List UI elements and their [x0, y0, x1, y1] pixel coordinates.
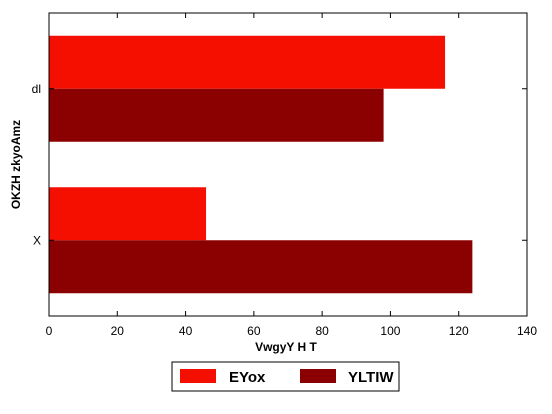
bar-yltiw-x [49, 240, 473, 294]
legend: EYox YLTIW [171, 361, 400, 392]
bar-eyox-dl [49, 35, 446, 89]
y-axis-ticks: dl X [32, 82, 527, 247]
x-tick-label-80: 80 [315, 324, 329, 338]
y-tick-label-x: X [33, 233, 41, 247]
x-tick-label-0: 0 [46, 324, 53, 338]
x-tick-label-60: 60 [247, 324, 261, 338]
plot-frame [48, 12, 528, 317]
legend-swatch-eyox [180, 369, 216, 383]
y-tick-label-dl: dl [32, 82, 41, 96]
legend-label-eyox: EYox [229, 369, 266, 386]
x-tick-label-100: 100 [380, 324, 400, 338]
bars-group [49, 35, 473, 294]
x-tick-label-20: 20 [111, 324, 125, 338]
x-tick-label-140: 140 [517, 324, 537, 338]
legend-label-yltiw: YLTIW [348, 369, 394, 386]
bar-eyox-x [49, 187, 207, 241]
x-tick-label-120: 120 [449, 324, 469, 338]
x-tick-label-40: 40 [179, 324, 193, 338]
bar-yltiw-dl [49, 88, 384, 142]
x-axis-ticks: 0 20 40 60 80 100 120 140 [46, 13, 537, 338]
x-axis-label: VwgyY H T [255, 340, 317, 354]
legend-swatch-yltiw [300, 369, 336, 383]
y-axis-label: OKZH zkyoAmz [9, 120, 23, 209]
